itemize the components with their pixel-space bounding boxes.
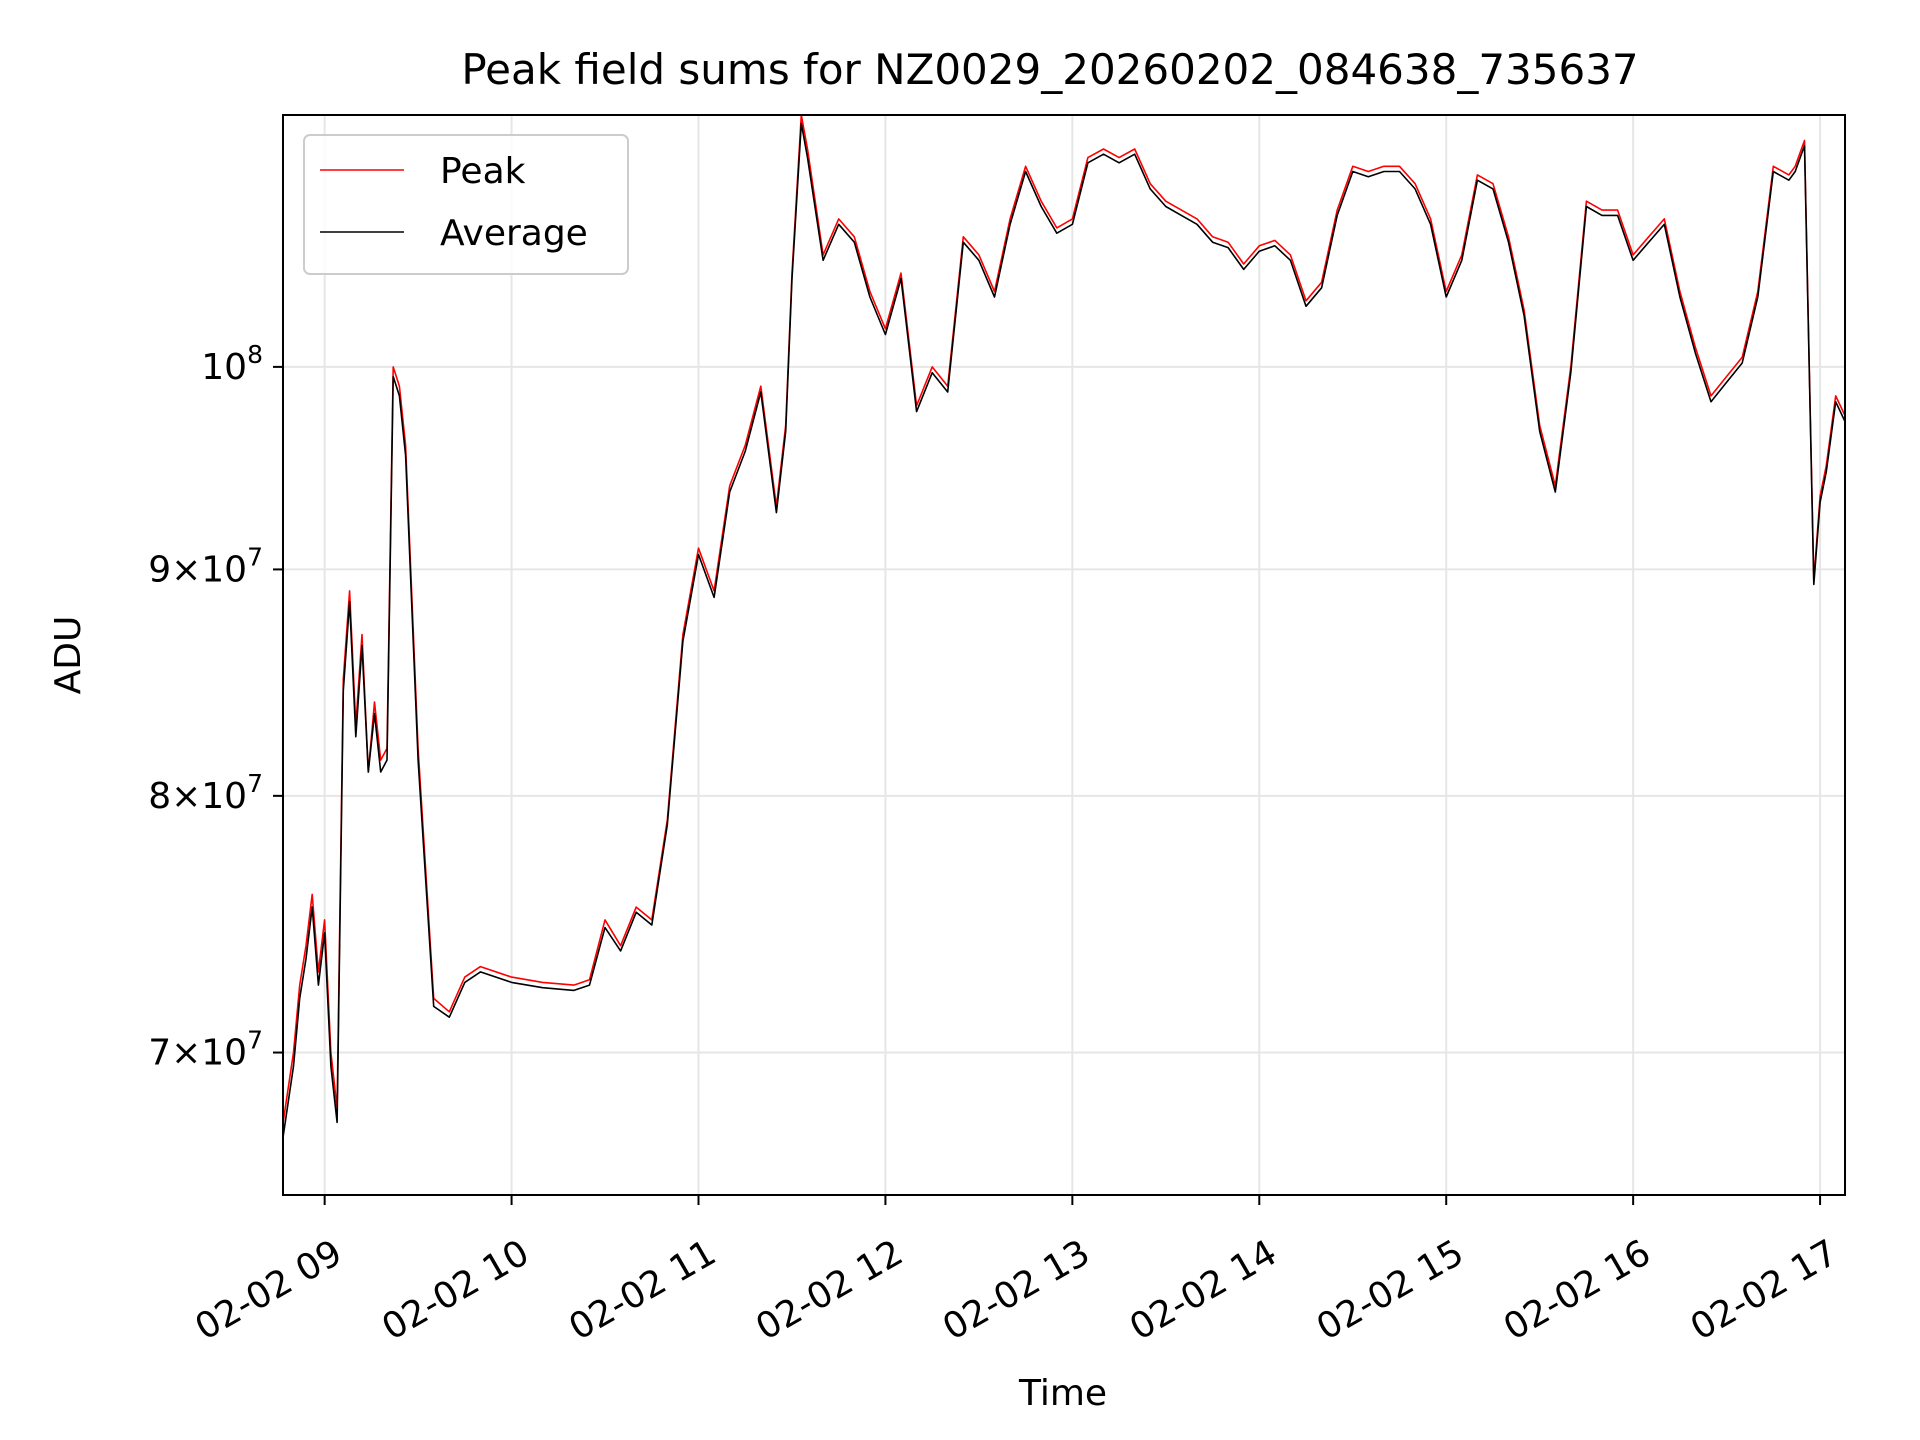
chart-title: Peak field sums for NZ0029_20260202_0846… <box>461 45 1638 94</box>
y-tick-label: 8×107 <box>148 769 263 817</box>
y-tick-label: 9×107 <box>148 542 263 590</box>
series-line-peak <box>283 115 1845 1129</box>
y-tick-label: 7×107 <box>148 1026 263 1074</box>
y-axis-label: ADU <box>48 616 89 695</box>
y-axis: 7×107 8×107 9×107 108 <box>148 340 283 1074</box>
series-layer <box>283 115 1845 1144</box>
legend-peak-label: Peak <box>440 151 526 192</box>
legend: Peak Average <box>303 134 629 275</box>
y-tick-label: 108 <box>201 340 263 388</box>
plot-frame <box>282 114 1846 1196</box>
legend-average-label: Average <box>440 213 588 254</box>
series-line-average <box>283 122 1845 1144</box>
x-axis-label: Time <box>1018 1373 1107 1414</box>
grid-lines <box>283 115 1845 1195</box>
